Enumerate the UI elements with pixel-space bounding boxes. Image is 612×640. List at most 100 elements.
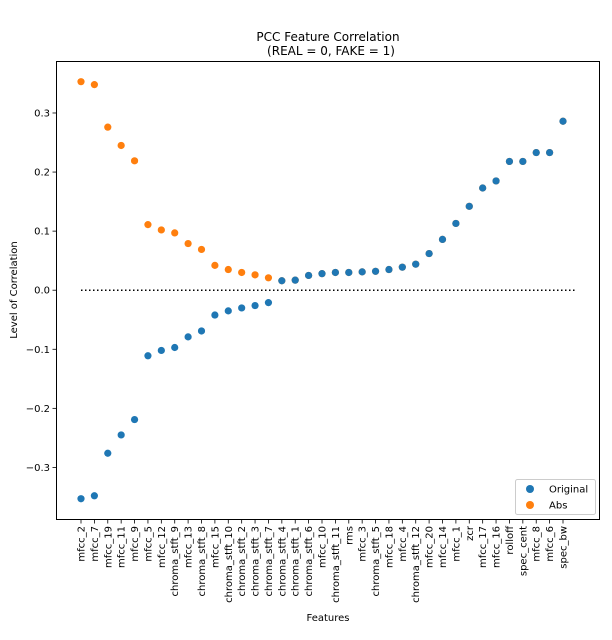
point-original-mfcc_7: [90, 492, 98, 500]
point-abs-mfcc_12: [157, 226, 165, 234]
point-original-mfcc_15: [211, 311, 219, 319]
series-original: [77, 117, 567, 503]
x-tick-label: spec_cent: [518, 526, 529, 576]
x-tick-label: chroma_stft_11: [331, 526, 342, 603]
x-axis-label: Features: [307, 613, 350, 624]
point-abs-mfcc_19: [104, 123, 112, 131]
point-original-chroma_stft_10: [224, 307, 232, 315]
x-tick-label: mfcc_15: [210, 526, 221, 568]
y-tick-label: 0.3: [34, 108, 50, 119]
point-original-rms: [345, 268, 353, 277]
x-tick-label: chroma_stft_6: [304, 526, 315, 596]
legend-marker-abs: [526, 501, 534, 509]
point-abs-mfcc_11: [117, 141, 125, 150]
x-tick-label: chroma_stft_1: [291, 526, 302, 596]
point-original-mfcc_12: [157, 346, 165, 355]
legend: Original Abs: [515, 479, 596, 515]
point-original-mfcc_3: [358, 268, 366, 276]
point-original-rolloff: [505, 157, 514, 166]
point-original-spec_bw: [559, 117, 567, 125]
x-tick-label: mfcc_19: [103, 526, 114, 568]
x-tick-label: mfcc_7: [90, 526, 101, 562]
y-axis-label: Level of Correlation: [9, 241, 20, 339]
x-tick-label: mfcc_8: [532, 526, 543, 562]
x-tick-label: chroma_stft_10: [224, 526, 235, 603]
x-tick-label: mfcc_17: [478, 526, 489, 568]
x-tick-label: mfcc_16: [492, 526, 503, 568]
x-tick-label: chroma_stft_3: [251, 526, 262, 596]
x-tick-label: chroma_stft_9: [170, 526, 181, 596]
point-original-chroma_stft_4: [278, 277, 286, 285]
x-tick-label: mfcc_18: [384, 526, 395, 568]
x-tick-label: chroma_stft_7: [264, 526, 275, 596]
point-original-chroma_stft_1: [291, 276, 299, 284]
point-original-mfcc_19: [104, 449, 112, 457]
point-original-mfcc_8: [532, 148, 540, 157]
x-tick-label: spec_bw: [559, 526, 570, 569]
point-original-mfcc_6: [546, 148, 554, 157]
x-tick-label: rms: [344, 526, 355, 545]
point-abs-mfcc_15: [211, 261, 219, 269]
x-tick-label: mfcc_10: [318, 526, 329, 568]
point-abs-chroma_stft_10: [224, 265, 232, 274]
x-tick-label: rolloff: [505, 525, 516, 555]
point-original-mfcc_17: [479, 184, 487, 192]
point-original-chroma_stft_9: [171, 343, 179, 352]
point-abs-chroma_stft_3: [251, 271, 259, 279]
x-tick-label: mfcc_6: [545, 526, 556, 562]
point-abs-mfcc_7: [90, 81, 98, 89]
chart-title: PCC Feature Correlation: [256, 30, 399, 44]
point-original-mfcc_16: [492, 177, 500, 185]
point-original-mfcc_4: [398, 263, 406, 271]
point-abs-chroma_stft_7: [264, 274, 273, 282]
x-tick-label: chroma_stft_2: [237, 526, 248, 596]
x-tick-label: mfcc_9: [130, 526, 141, 562]
point-original-mfcc_13: [184, 333, 192, 341]
point-original-chroma_stft_12: [412, 260, 420, 268]
x-tick-label: mfcc_20: [425, 526, 436, 568]
point-original-mfcc_2: [77, 495, 85, 503]
plot-frame: [56, 61, 600, 520]
x-tick-label: chroma_stft_8: [197, 526, 208, 596]
point-original-chroma_stft_8: [197, 327, 206, 335]
y-tick-label: 0.2: [34, 168, 50, 179]
x-tick-label: chroma_stft_5: [371, 526, 382, 596]
x-tick-label: chroma_stft_4: [277, 526, 288, 596]
legend-marker-original: [526, 485, 534, 493]
point-original-mfcc_5: [144, 352, 152, 360]
points-layer: [77, 78, 567, 503]
point-original-mfcc_1: [452, 219, 460, 228]
legend-label-original: Original: [549, 485, 588, 496]
point-original-mfcc_9: [130, 415, 139, 424]
point-original-mfcc_20: [425, 249, 433, 258]
point-original-mfcc_11: [117, 431, 125, 439]
point-abs-chroma_stft_9: [171, 229, 179, 237]
point-abs-mfcc_13: [184, 239, 192, 248]
point-abs-mfcc_9: [130, 157, 139, 165]
point-original-chroma_stft_7: [264, 299, 273, 307]
point-abs-chroma_stft_8: [197, 245, 206, 254]
y-tick-label: −0.3: [26, 463, 50, 474]
y-tick-label: −0.1: [26, 345, 50, 356]
x-tick-label: chroma_stft_12: [411, 526, 422, 603]
point-abs-chroma_stft_2: [238, 268, 246, 277]
legend-box: [515, 479, 596, 515]
x-tick-label: mfcc_2: [77, 526, 88, 562]
point-original-mfcc_18: [385, 265, 393, 274]
point-original-chroma_stft_6: [305, 271, 313, 280]
point-original-chroma_stft_11: [331, 268, 339, 277]
x-tick-label: mfcc_11: [117, 526, 128, 568]
x-tick-label: mfcc_4: [398, 526, 409, 562]
point-original-mfcc_14: [438, 235, 447, 243]
x-ticks: mfcc_2 mfcc_7 mfcc_19 mfcc_11 mfcc_9 mfcc_5 mf…: [77, 520, 570, 603]
x-tick-label: mfcc_3: [358, 526, 369, 562]
point-original-mfcc_10: [318, 270, 326, 278]
point-original-spec_cent: [519, 157, 527, 166]
point-abs-mfcc_5: [144, 221, 152, 229]
point-abs-mfcc_2: [77, 78, 85, 86]
legend-label-abs: Abs: [549, 501, 567, 512]
y-tick-label: 0.0: [34, 286, 50, 297]
chart-subtitle: (REAL = 0, FAKE = 1): [267, 44, 395, 58]
x-tick-label: mfcc_5: [143, 526, 154, 562]
